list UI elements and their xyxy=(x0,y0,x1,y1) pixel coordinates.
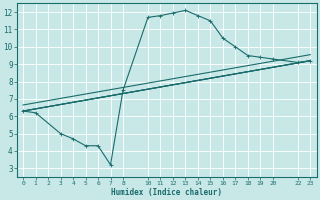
X-axis label: Humidex (Indice chaleur): Humidex (Indice chaleur) xyxy=(111,188,222,197)
